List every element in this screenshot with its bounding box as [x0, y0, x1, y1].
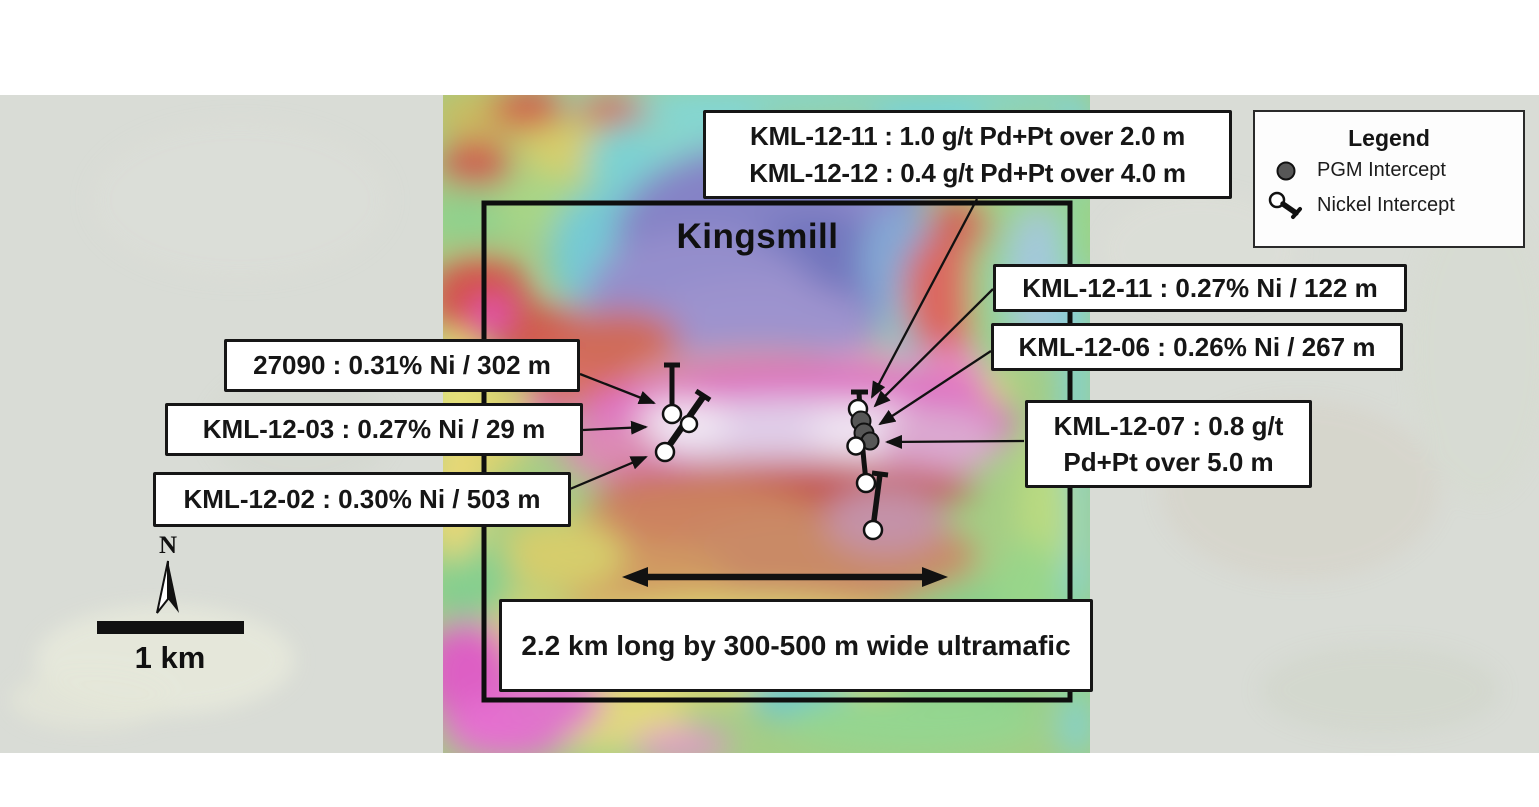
drill-collar — [855, 472, 877, 494]
leader-arrows — [569, 198, 1025, 491]
drill-collar — [846, 436, 866, 456]
callout-ni-kml-12-11: KML-12-11 : 0.27% Ni / 122 m — [993, 264, 1407, 312]
callout-line: KML-12-07 : 0.8 g/t — [1053, 411, 1284, 441]
callout-pgm-kml-12-07: KML-12-07 : 0.8 g/t Pd+Pt over 5.0 m — [1025, 400, 1312, 488]
callout-line: 2.2 km long by 300-500 m wide ultramafic — [521, 629, 1071, 661]
callout-line: KML-12-03 : 0.27% Ni / 29 m — [202, 414, 546, 444]
map-area-label: Kingsmill — [676, 217, 839, 256]
pgm-intercept-dot-icon — [1255, 158, 1317, 184]
drill-collar — [654, 441, 676, 463]
strike-length-arrow — [622, 567, 948, 587]
legend-item-pgm: PGM Intercept — [1255, 154, 1523, 187]
legend-item-label: PGM Intercept — [1317, 159, 1446, 181]
callout-line: KML-12-06 : 0.26% Ni / 267 m — [1018, 331, 1376, 362]
callout-line: KML-12-11 : 1.0 g/t Pd+Pt over 2.0 m — [750, 120, 1185, 151]
legend: Legend PGM Intercept Nickel Intercept — [1253, 110, 1525, 248]
callout-ni-kml-12-03: KML-12-03 : 0.27% Ni / 29 m — [165, 403, 583, 456]
nickel-intercept-trace-icon — [1255, 190, 1317, 222]
scale-bar-label: 1 km — [134, 640, 206, 675]
scale-bar — [97, 621, 244, 634]
legend-title: Legend — [1348, 125, 1430, 151]
drill-cluster-east — [846, 389, 889, 541]
callout-line: 27090 : 0.31% Ni / 302 m — [253, 350, 551, 380]
callout-pgm-top: KML-12-11 : 1.0 g/t Pd+Pt over 2.0 m KML… — [703, 110, 1232, 199]
drill-collar — [862, 519, 884, 541]
legend-item-label: Nickel Intercept — [1317, 194, 1455, 216]
callout-ni-kml-12-02: KML-12-02 : 0.30% Ni / 503 m — [153, 472, 571, 527]
callout-line: KML-12-02 : 0.30% Ni / 503 m — [183, 484, 541, 514]
callout-line: KML-12-12 : 0.4 g/t Pd+Pt over 4.0 m — [749, 157, 1186, 188]
callout-line: Pd+Pt over 5.0 m — [1063, 447, 1274, 477]
north-arrow-label: N — [158, 532, 178, 559]
drill-collar — [661, 403, 683, 425]
legend-item-nickel: Nickel Intercept — [1255, 189, 1523, 222]
drill-cluster-west — [654, 362, 712, 463]
drill-collar — [679, 414, 699, 434]
callout-ni-kml-12-06: KML-12-06 : 0.26% Ni / 267 m — [991, 323, 1403, 371]
callout-ultramafic-dimensions: 2.2 km long by 300-500 m wide ultramafic — [499, 599, 1093, 692]
callout-line: KML-12-11 : 0.27% Ni / 122 m — [1022, 272, 1378, 303]
north-arrow-icon — [156, 560, 179, 614]
callout-ni-27090: 27090 : 0.31% Ni / 302 m — [224, 339, 580, 392]
